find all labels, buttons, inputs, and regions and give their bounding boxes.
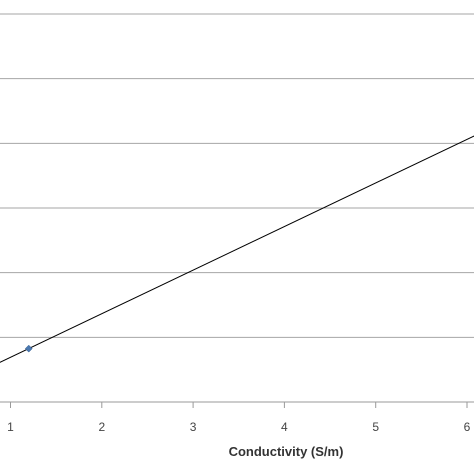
x-tick-label: 4 xyxy=(281,420,288,434)
x-axis-label: Conductivity (S/m) xyxy=(229,444,344,459)
x-tick-label: 2 xyxy=(98,420,105,434)
x-tick-label: 1 xyxy=(7,420,14,434)
x-tick-label: 6 xyxy=(464,420,471,434)
x-tick-label: 5 xyxy=(372,420,379,434)
gridlines xyxy=(0,13,474,338)
trendline-group xyxy=(0,135,474,363)
x-axis-ticks: 1 2 3 4 5 6 xyxy=(7,402,471,434)
data-points xyxy=(24,344,33,353)
data-point xyxy=(24,344,33,353)
trendline xyxy=(0,135,474,363)
x-tick-label: 3 xyxy=(190,420,197,434)
